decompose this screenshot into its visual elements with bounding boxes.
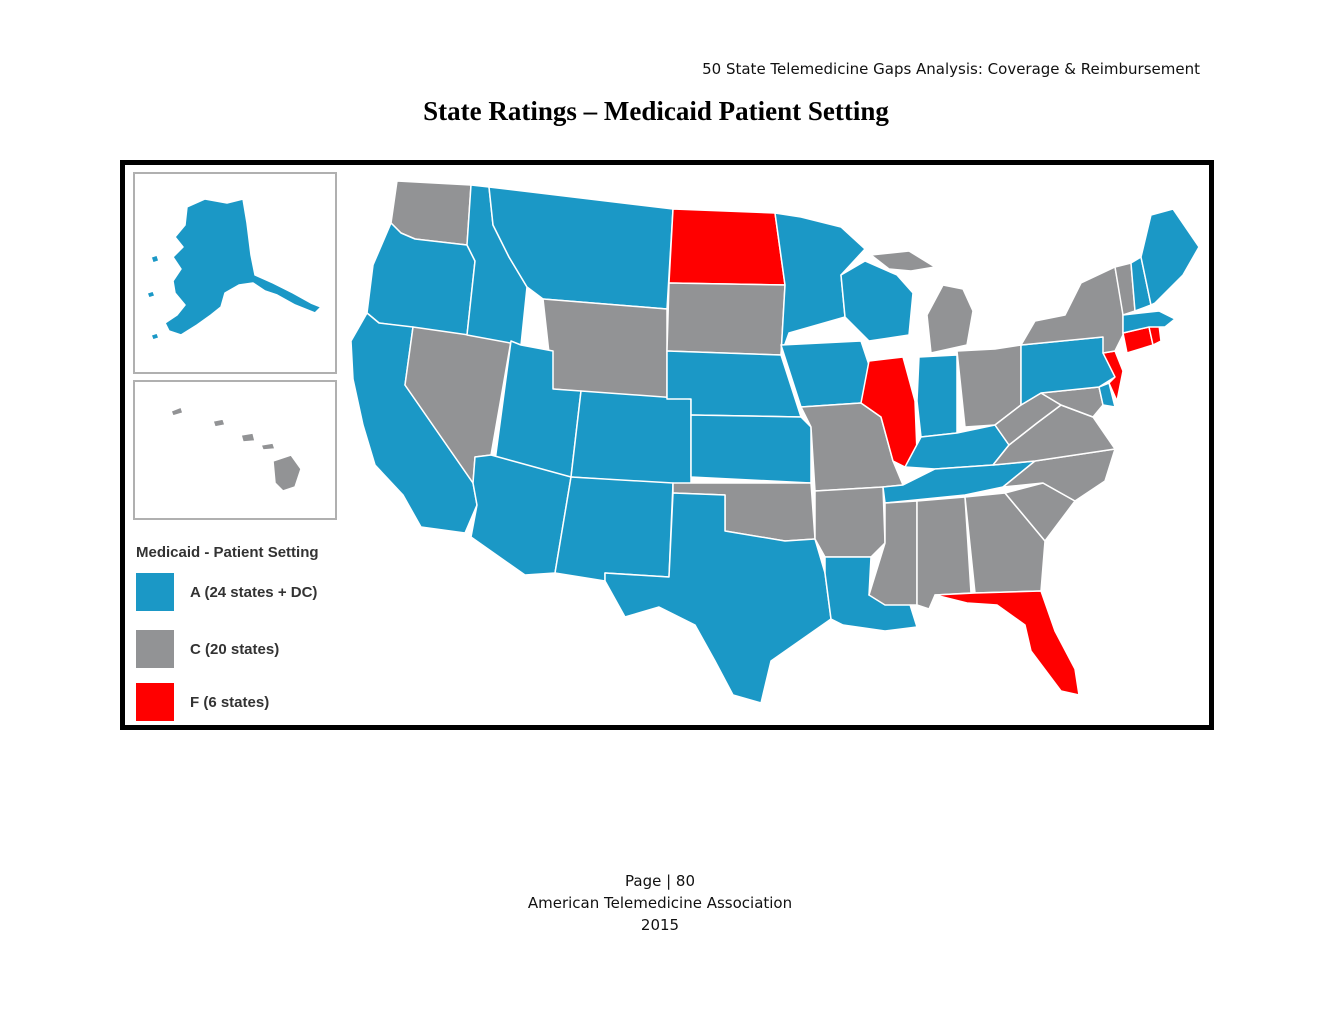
us-map bbox=[133, 172, 1200, 704]
state-DE bbox=[1098, 382, 1116, 408]
state-NM bbox=[554, 476, 674, 582]
legend-label-a: A (24 states + DC) bbox=[190, 583, 318, 601]
state-AL bbox=[916, 496, 972, 610]
state-ND bbox=[668, 208, 786, 286]
footer-org: American Telemedicine Association bbox=[527, 894, 793, 912]
legend-swatch-f bbox=[136, 683, 174, 721]
state-FL bbox=[934, 590, 1080, 696]
legend-item-c: C (20 states) bbox=[136, 630, 279, 668]
aleutian-islands bbox=[146, 254, 160, 341]
page-title: State Ratings – Medicaid Patient Setting bbox=[423, 96, 889, 126]
state-MI bbox=[870, 250, 974, 354]
legend-item-a: A (24 states + DC) bbox=[136, 573, 317, 611]
legend-label-f: F (6 states) bbox=[190, 693, 270, 711]
state-NY bbox=[1020, 266, 1124, 354]
state-HI bbox=[170, 406, 302, 492]
state-WY bbox=[542, 298, 668, 400]
state-SD bbox=[666, 282, 786, 356]
legend-title: Medicaid - Patient Setting bbox=[136, 544, 319, 561]
footer-year: 2015 bbox=[640, 916, 680, 934]
state-ME bbox=[1140, 208, 1200, 306]
page-footer: Page | 80 American Telemedicine Associat… bbox=[0, 870, 1320, 936]
state-MA bbox=[1122, 310, 1176, 334]
hawaii-inset-frame bbox=[133, 380, 337, 520]
state-WI bbox=[840, 260, 914, 342]
state-LA bbox=[824, 556, 918, 632]
running-header: 50 State Telemedicine Gaps Analysis: Cov… bbox=[702, 60, 1200, 78]
state-AK bbox=[164, 198, 322, 336]
state-IN bbox=[916, 354, 958, 438]
page-number: Page | 80 bbox=[625, 872, 695, 890]
legend-label-c: C (20 states) bbox=[190, 640, 280, 658]
state-KS bbox=[690, 414, 812, 484]
state-AR bbox=[814, 486, 886, 558]
legend-swatch-c bbox=[136, 630, 174, 668]
state-CO bbox=[570, 390, 692, 486]
legend-swatch-a bbox=[136, 573, 174, 611]
state-TX bbox=[604, 492, 832, 704]
legend-item-f: F (6 states) bbox=[136, 683, 269, 721]
map-figure: Medicaid - Patient Setting A (24 states … bbox=[120, 160, 1214, 730]
state-AZ bbox=[470, 454, 572, 576]
